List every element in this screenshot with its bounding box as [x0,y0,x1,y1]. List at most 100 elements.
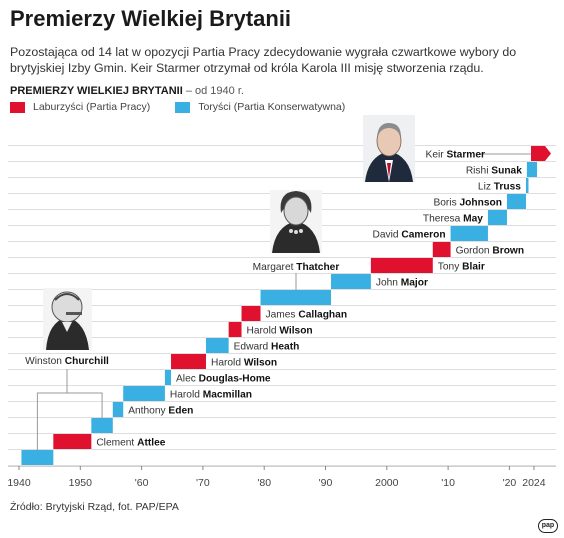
x-tick-label: 2000 [375,477,399,489]
bar-churchill [21,450,54,465]
page-subtitle: Pozostająca od 14 lat w opozycji Partia … [10,45,517,75]
pm-last-name: Churchill [65,356,109,367]
pm-last-name: Starmer [446,150,485,161]
pm-last-name: Eden [168,406,193,417]
legend-swatch-tory [175,101,191,113]
pm-last-name: Sunak [491,166,522,177]
x-tick-label: '80 [257,477,271,489]
pm-first-name: Harold [170,390,203,401]
pm-first-name: Theresa [423,214,463,225]
pm-label-may: Theresa May [423,214,483,225]
pm-label-starmer: Keir Starmer [426,150,485,161]
bar-starmer-current [531,146,551,161]
bar-major [331,274,371,289]
pm-first-name: Tony [438,262,462,273]
bar-sunak [526,162,537,177]
connector-line [38,392,103,418]
pm-label-callaghan: James Callaghan [266,310,348,321]
bar-douglas-home [164,370,172,385]
pm-label-macmillan: Harold Macmillan [170,390,252,401]
pm-first-name: Alec [176,374,199,385]
pm-first-name: James [266,310,299,321]
pm-label-johnson: Boris Johnson [433,198,502,209]
pm-last-name: Wilson [279,326,312,337]
pm-last-name: Attlee [137,438,166,449]
chart-heading-title: PREMIERZY WIELKIEJ BRYTANII [10,85,183,97]
x-tick-label: 1940 [7,477,31,489]
pm-last-name: Johnson [460,198,502,209]
pm-first-name: David [373,230,402,241]
pm-last-name: Macmillan [203,390,252,401]
pap-logo: pap [538,519,558,533]
legend-swatch-labour [10,101,25,113]
pm-label-brown: Gordon Brown [456,246,525,257]
bar-macmillan [123,386,165,401]
legend-label-labour: Laburzyści (Partia Pracy) [33,101,151,113]
bar-heath [205,338,229,353]
chart-bars [21,146,551,465]
pm-last-name: Blair [462,262,485,273]
pm-first-name: Liz [478,182,494,193]
pm-label-truss: Liz Truss [478,182,521,193]
pm-label-sunak: Rishi Sunak [466,166,522,177]
pm-last-name: Callaghan [298,310,347,321]
pm-last-name: Major [401,278,428,289]
pm-last-name: Heath [271,342,299,353]
pm-last-name: Cameron [401,230,445,241]
bar-callaghan [241,306,261,321]
legend-item-labour: Laburzyści (Partia Pracy) [10,101,150,113]
x-tick-label: '20 [503,477,517,489]
bar-churchill [91,418,113,433]
pm-first-name: Winston [25,356,65,367]
chart-heading: PREMIERZY WIELKIEJ BRYTANII – od 1940 r. [10,85,244,97]
x-tick-label: 2024 [522,477,546,489]
pm-last-name: May [463,214,483,225]
x-tick-label: '70 [196,477,210,489]
pm-first-name: John [376,278,401,289]
pm-last-name: Truss [494,182,522,193]
pm-label-heath: Edward Heath [234,342,300,353]
pm-label-blair: Tony Blair [438,262,485,273]
bar-eden [112,402,124,417]
bar-cameron [450,226,488,241]
bar-brown [432,242,451,257]
x-tick-label: '10 [441,477,455,489]
page-title: Premierzy Wielkiej Brytanii [10,6,292,31]
pm-label-eden: Anthony Eden [128,406,193,417]
pm-label-douglas-home: Alec Douglas-Home [176,374,271,385]
bar-johnson [506,194,526,209]
pm-label-attlee: Clement Attlee [96,438,165,449]
pm-last-name: Thatcher [296,262,339,273]
legend: Laburzyści (Partia Pracy) Toryści (Parti… [10,101,367,116]
pm-last-name: Wilson [244,358,277,369]
bar-may [487,210,507,225]
legend-item-tory: Toryści (Partia Konserwatywna) [175,101,345,113]
pm-first-name: Keir [426,150,447,161]
x-tick-label: '60 [135,477,149,489]
pm-last-name: Brown [492,246,524,257]
chart-labels: Winston Churchill Clement Attlee Anthony E… [25,150,524,449]
churchill-connectors [36,153,531,450]
pm-first-name: Rishi [466,166,491,177]
x-tick-label: '90 [319,477,333,489]
pm-first-name: Edward [234,342,271,353]
bar-thatcher [260,290,332,305]
source-note: Źródło: Brytyjski Rząd, fot. PAP/EPA [10,501,179,513]
legend-label-tory: Toryści (Partia Konserwatywna) [198,101,346,113]
pm-last-name: Douglas-Home [199,374,271,385]
pm-first-name: Harold [247,326,280,337]
pm-label-cameron: David Cameron [373,230,446,241]
pm-label-churchill: Winston Churchill [25,356,109,367]
pm-label-wilson: Harold Wilson [211,358,277,369]
pm-first-name: Margaret [253,262,297,273]
x-tick-label: 1950 [69,477,93,489]
pm-first-name: Harold [211,358,244,369]
pm-label-wilson: Harold Wilson [247,326,313,337]
portrait-churchill [43,288,92,350]
portrait-starmer [363,115,415,182]
pm-first-name: Gordon [456,246,493,257]
portrait-thatcher [270,190,322,253]
connector-line [36,392,38,450]
bar-wilson [171,354,206,369]
pm-first-name: Clement [96,438,137,449]
